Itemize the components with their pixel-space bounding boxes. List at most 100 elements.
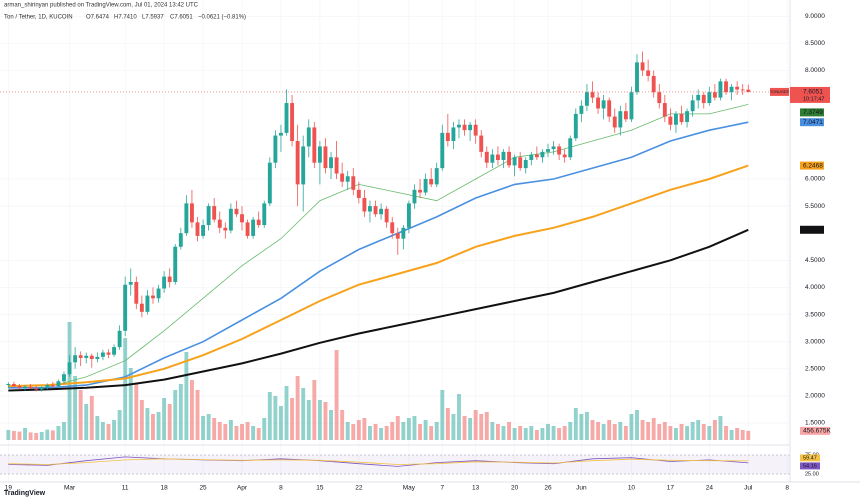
volume-bar: [557, 428, 562, 440]
volume-bar: [123, 338, 128, 440]
candle-body: [390, 222, 395, 234]
volume-bar: [89, 396, 94, 440]
y-tick-label: 2.5000: [805, 366, 825, 373]
volume-bar: [696, 420, 701, 440]
candle-body: [462, 124, 467, 131]
candle-body: [612, 116, 617, 128]
candle-body: [674, 113, 678, 125]
x-tick-label: 18: [161, 485, 169, 492]
volume-bar: [429, 426, 434, 440]
volume-bar: [546, 424, 550, 440]
candle-body: [117, 330, 122, 348]
volume-bar: [529, 426, 534, 440]
volume-bar: [590, 420, 595, 440]
volume-bar: [729, 430, 734, 440]
volume-bar: [212, 418, 217, 440]
volume-bar: [579, 414, 584, 440]
candle-body: [173, 246, 178, 283]
volume-bar: [701, 424, 706, 440]
candle-body: [379, 208, 384, 215]
candle-body: [217, 219, 222, 228]
y-tick-label: 4.0000: [805, 284, 825, 291]
volume-bar: [657, 424, 662, 440]
candle-body: [73, 355, 78, 363]
volume-bar: [34, 433, 39, 440]
volume-bar: [234, 426, 239, 440]
volume-bar: [56, 426, 61, 440]
volume-bar: [245, 422, 250, 440]
volume-bar: [28, 432, 33, 440]
ma-badge: [800, 161, 824, 170]
rsi-badge-value: 59.47: [803, 455, 817, 461]
x-tick-label: 8: [785, 485, 789, 492]
volume-bar: [707, 426, 712, 440]
volume-bar: [151, 414, 155, 440]
volume-bar: [128, 368, 133, 440]
candle-body: [329, 157, 333, 169]
candle-body: [151, 295, 155, 299]
candle-body: [623, 111, 628, 120]
y-tick-label: 8.5000: [805, 40, 825, 47]
candle-body: [45, 385, 50, 388]
candle-body: [356, 189, 361, 198]
candle-body: [646, 70, 651, 76]
candle-body: [306, 127, 311, 147]
candle-body: [295, 141, 300, 185]
volume-bar: [495, 424, 500, 440]
candle-body: [34, 388, 39, 390]
candle-body: [640, 62, 645, 71]
volume-bar: [690, 422, 695, 440]
volume-bar: [312, 380, 317, 440]
candle-body: [418, 189, 422, 193]
candle-body: [312, 127, 317, 163]
volume-bar: [440, 390, 445, 440]
x-tick-label: 24: [706, 485, 714, 492]
volume-bar: [484, 412, 489, 440]
candle-body: [729, 86, 734, 93]
x-tick-label: 11: [122, 485, 129, 492]
candle-body: [368, 206, 372, 212]
candle-body: [724, 81, 728, 93]
candle-body: [17, 386, 22, 388]
volume-bar: [668, 426, 673, 440]
candle-body: [685, 111, 690, 123]
y-tick-label: 3.0000: [805, 338, 825, 345]
candle-body: [696, 94, 701, 101]
candle-body: [245, 222, 250, 236]
candle-body: [56, 381, 61, 387]
candle-body: [156, 288, 161, 299]
x-tick-label: 15: [316, 485, 324, 492]
volume-bar: [607, 420, 612, 440]
candle-body: [223, 227, 228, 231]
candle-body: [534, 154, 539, 158]
volume-bar: [78, 390, 83, 440]
ma-badge: [800, 118, 824, 127]
candle-body: [128, 282, 133, 285]
volume-bar: [223, 424, 228, 440]
candle-body: [701, 94, 706, 104]
rsi-badge: [800, 462, 820, 470]
candle-body: [596, 97, 601, 109]
candle-body: [523, 159, 528, 169]
y-tick-label: 5.5000: [805, 203, 825, 210]
candle-body: [139, 303, 144, 312]
candle-body: [412, 189, 417, 204]
volume-bar: [273, 396, 278, 440]
candle-body: [395, 233, 400, 239]
x-tick-label: May: [403, 485, 416, 492]
candle-body: [11, 383, 16, 387]
candle-body: [228, 208, 233, 231]
candle-body: [690, 100, 695, 112]
candle-body: [473, 124, 478, 136]
volume-bar: [674, 428, 678, 440]
volume-bar: [106, 424, 111, 440]
rsi-badge-value: 54.16: [803, 463, 817, 469]
volume-bar: [323, 402, 328, 440]
candle-body: [423, 178, 428, 193]
volume-bar: [195, 390, 200, 440]
candle-body: [573, 113, 578, 139]
volume-bar: [573, 408, 578, 440]
candle-body: [323, 146, 328, 169]
volume-bar: [418, 424, 422, 440]
